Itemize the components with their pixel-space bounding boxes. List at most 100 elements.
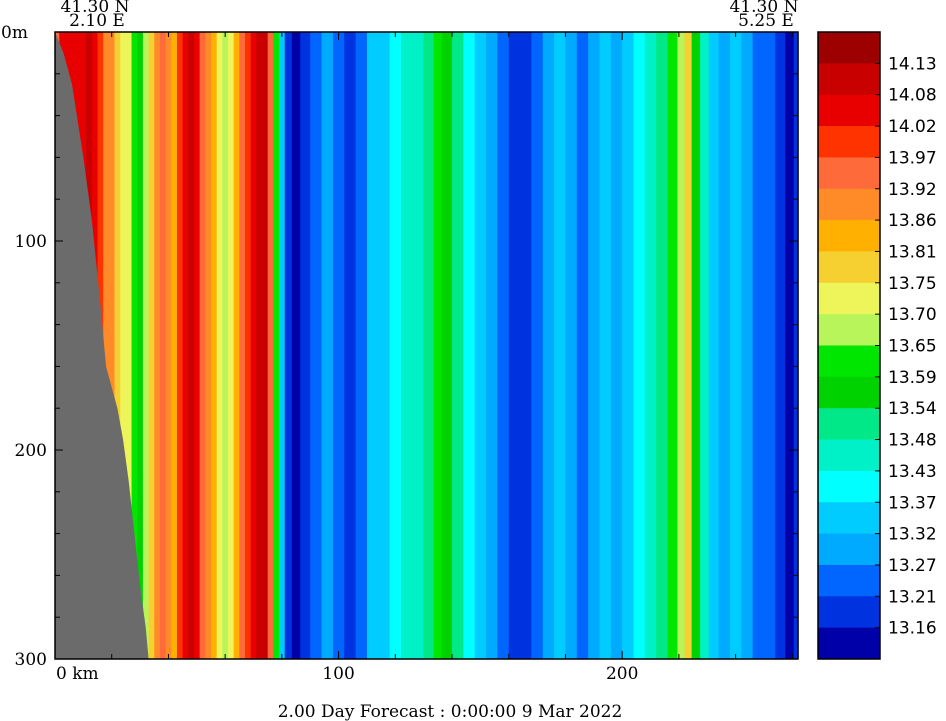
temperature-column: [227, 32, 235, 659]
temperature-column: [708, 32, 720, 659]
temperature-column: [542, 32, 555, 659]
temperature-column: [131, 32, 138, 659]
temperature-column: [137, 32, 144, 659]
colorbar-swatch: [818, 314, 880, 346]
temperature-column: [188, 32, 195, 659]
x-tick-label: 100: [322, 664, 354, 684]
temperature-column: [588, 32, 601, 659]
temperature-column: [508, 32, 521, 659]
temperature-column: [114, 32, 121, 659]
y-tick-label: 100: [15, 232, 47, 252]
temperature-column: [291, 32, 301, 659]
temperature-field: [55, 32, 799, 659]
colorbar-label: 13.37: [888, 493, 937, 513]
colorbar-label: 13.81: [888, 242, 937, 262]
y-tick-label: 300: [15, 650, 47, 670]
colorbar-swatch: [818, 564, 880, 597]
temperature-column: [154, 32, 161, 659]
x-tick-label: 200: [606, 664, 638, 684]
temperature-column: [165, 32, 172, 659]
temperature-column: [199, 32, 206, 659]
temperature-column: [310, 32, 323, 659]
temperature-column: [332, 32, 345, 659]
temperature-column: [366, 32, 379, 659]
colorbar-swatch: [818, 345, 880, 378]
temperature-column: [684, 32, 693, 659]
colorbar-swatch: [818, 188, 880, 221]
temperature-column: [610, 32, 623, 659]
colorbar-label: 13.21: [888, 587, 937, 607]
colorbar-swatch: [818, 627, 880, 660]
colorbar-swatch: [818, 376, 880, 409]
temperature-column: [321, 32, 334, 659]
temperature-column: [497, 32, 510, 659]
colorbar-label: 14.08: [888, 86, 937, 106]
colorbar-swatch: [818, 32, 880, 64]
colorbar-label: 13.32: [888, 525, 937, 545]
temperature-column: [233, 32, 240, 659]
colorbar-label: 13.86: [888, 211, 937, 231]
colorbar-swatch: [818, 63, 880, 96]
plot-frame: [54, 31, 799, 660]
temperature-column: [442, 32, 453, 659]
seafloor-land: [55, 32, 149, 659]
temperature-column: [554, 32, 567, 659]
colorbar-label: 13.75: [888, 274, 937, 294]
temperature-column: [171, 32, 178, 659]
temperature-column: [250, 32, 257, 659]
temperature-column: [216, 32, 223, 659]
end-lon-label: 5.25 E: [738, 11, 794, 31]
colorbar-label: 13.97: [888, 148, 937, 168]
colorbar-swatch: [818, 470, 880, 503]
temperature-column: [400, 32, 413, 659]
temperature-column: [520, 32, 533, 659]
temperature-column: [423, 32, 435, 659]
temperature-column: [279, 32, 286, 659]
y-tick-label: 200: [15, 441, 47, 461]
x-axis: 0 km 100 200: [54, 32, 793, 684]
temperature-column: [256, 32, 263, 659]
temperature-column: [486, 32, 498, 659]
temperature-column: [300, 32, 311, 659]
temperature-column: [576, 32, 589, 659]
colorbar-swatch: [818, 533, 880, 566]
temperature-column: [700, 32, 710, 659]
temperature-column: [176, 32, 184, 659]
temperature-column: [463, 32, 476, 659]
colorbar-label: 13.70: [888, 305, 937, 325]
temperature-column: [344, 32, 357, 659]
temperature-column: [729, 32, 742, 659]
temperature-column: [752, 32, 765, 659]
temperature-column: [785, 32, 795, 659]
temperature-column: [741, 32, 754, 659]
temperature-column: [245, 32, 252, 659]
colorbar-swatch: [818, 439, 880, 472]
temperature-column: [210, 32, 218, 659]
colorbar-label: 13.92: [888, 180, 937, 200]
temperature-column: [103, 32, 110, 659]
temperature-column: [433, 32, 443, 659]
colorbar-label: 13.59: [888, 368, 937, 388]
temperature-column: [656, 32, 669, 659]
temperature-column: [159, 32, 167, 659]
temperature-column: [775, 32, 786, 659]
temperature-column: [120, 32, 127, 659]
temperature-column: [125, 32, 133, 659]
colorbar-swatch: [818, 157, 880, 190]
y-axis: 0m 100 200 300: [1, 23, 798, 670]
end-lat-label: 41.30 N: [730, 0, 799, 17]
temperature-column: [677, 32, 686, 659]
colorbar-swatch: [818, 126, 880, 158]
temperature-column: [222, 32, 229, 659]
colorbar-swatch: [818, 282, 880, 315]
colorbar-swatch: [818, 220, 880, 252]
colorbar-label: 14.13: [888, 54, 937, 74]
colorbar-label: 13.65: [888, 337, 937, 357]
forecast-title: 2.00 Day Forecast : 0:00:00 9 Mar 2022: [278, 702, 623, 721]
temperature-column: [142, 32, 150, 659]
temperature-column: [205, 32, 212, 659]
temperature-column: [718, 32, 731, 659]
x-tick-label: 0 km: [56, 664, 99, 684]
temperature-column: [793, 32, 799, 659]
